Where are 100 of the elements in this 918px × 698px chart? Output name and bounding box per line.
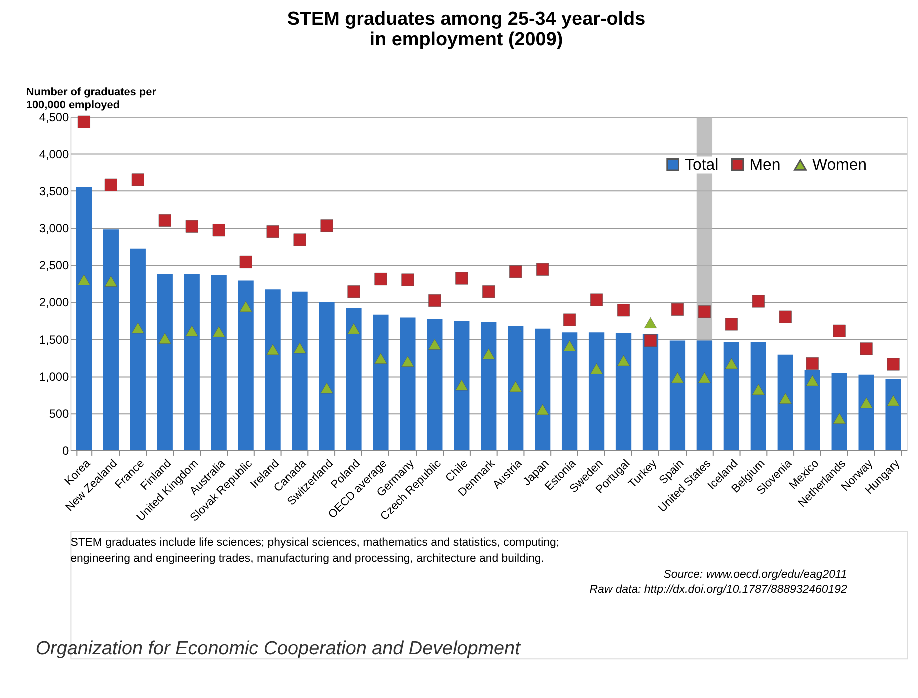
point <box>536 404 550 416</box>
bar <box>616 333 632 450</box>
point <box>833 413 846 424</box>
point <box>348 286 360 298</box>
bar <box>832 373 848 450</box>
bar <box>858 374 874 450</box>
point <box>618 304 630 317</box>
text: engineering and engineering trades, manufacturing and processing, architecture and building. <box>70 553 544 565</box>
bar <box>508 326 524 450</box>
point <box>564 314 576 326</box>
point <box>510 266 522 278</box>
point <box>590 364 604 374</box>
bar <box>346 308 362 450</box>
point <box>698 372 711 384</box>
legend-label: Total <box>685 156 719 174</box>
point <box>266 344 280 356</box>
point <box>456 272 468 285</box>
point <box>132 322 144 334</box>
y-tick-label: 1,500 <box>39 332 70 347</box>
point <box>698 306 711 318</box>
bar <box>481 322 497 450</box>
point <box>78 116 90 128</box>
bar <box>696 340 713 450</box>
point <box>78 274 90 286</box>
y-tick-label: 3,000 <box>39 222 70 236</box>
bar <box>130 248 146 450</box>
bar <box>211 276 227 450</box>
legend-label: Women <box>812 157 868 174</box>
point <box>186 220 198 233</box>
point <box>725 358 738 370</box>
point <box>833 324 846 338</box>
point <box>860 342 873 356</box>
bar <box>265 290 281 450</box>
point <box>590 294 604 306</box>
point <box>374 273 388 286</box>
point <box>779 310 792 324</box>
bar <box>886 379 902 450</box>
y-tick-label: 3,500 <box>39 184 70 199</box>
point <box>725 318 738 331</box>
point <box>618 355 630 366</box>
point <box>294 234 306 246</box>
bar <box>292 292 308 450</box>
point <box>671 303 684 316</box>
y-tick-label: 2,500 <box>39 258 70 273</box>
bar <box>535 328 551 450</box>
point <box>104 276 118 287</box>
bar <box>804 370 820 450</box>
point <box>186 326 198 337</box>
bar <box>670 340 686 450</box>
text: Raw data: http://dx.doi.org/10.1787/888932460192 <box>590 584 848 596</box>
legend-label: Men <box>750 156 781 174</box>
text: STEM graduates among 25-34 year-olds <box>287 8 646 30</box>
bar <box>76 187 92 450</box>
text: Organization for Economic Cooperation and Development <box>36 638 522 660</box>
point <box>320 382 334 394</box>
point <box>536 263 550 276</box>
bar <box>373 314 389 450</box>
point <box>158 333 172 344</box>
text: STEM graduates include life sciences; physical sciences, mathematics and statistics, computing; <box>70 537 560 550</box>
y-tick-label: 4,500 <box>39 110 70 124</box>
y-tick-label: 2,000 <box>39 296 70 310</box>
point <box>428 339 442 350</box>
y-tick-label: 0 <box>62 444 70 458</box>
point <box>294 342 306 354</box>
point <box>104 178 118 192</box>
point <box>266 226 280 238</box>
point <box>212 326 226 338</box>
bar <box>454 322 470 450</box>
bar <box>642 334 659 450</box>
bar <box>238 280 254 450</box>
point <box>644 318 657 328</box>
point <box>806 358 819 370</box>
point <box>320 220 334 232</box>
point <box>132 174 144 186</box>
bar <box>427 319 443 450</box>
y-tick-label: 1,000 <box>39 370 70 384</box>
point <box>428 294 442 308</box>
point <box>402 356 414 367</box>
point <box>510 381 522 392</box>
point <box>240 256 252 268</box>
y-axis-title: Number of graduates per 100,000 employed <box>26 86 158 112</box>
point <box>644 334 657 348</box>
bar <box>724 342 740 450</box>
bar <box>588 332 605 450</box>
bar <box>400 318 416 450</box>
point <box>212 224 226 237</box>
bar <box>103 230 119 450</box>
text: in employment (2009) <box>370 30 564 51</box>
bar <box>562 332 578 450</box>
point <box>564 340 576 352</box>
point <box>806 375 819 386</box>
point <box>482 286 496 298</box>
point <box>348 324 360 334</box>
point <box>887 358 900 371</box>
bar <box>157 274 173 450</box>
y-tick-label: 4,000 <box>39 147 70 162</box>
source-note: Source: www.oecd.org/edu/eag2011 <box>664 568 848 581</box>
point <box>374 353 388 364</box>
point <box>158 214 172 227</box>
point <box>402 274 414 286</box>
